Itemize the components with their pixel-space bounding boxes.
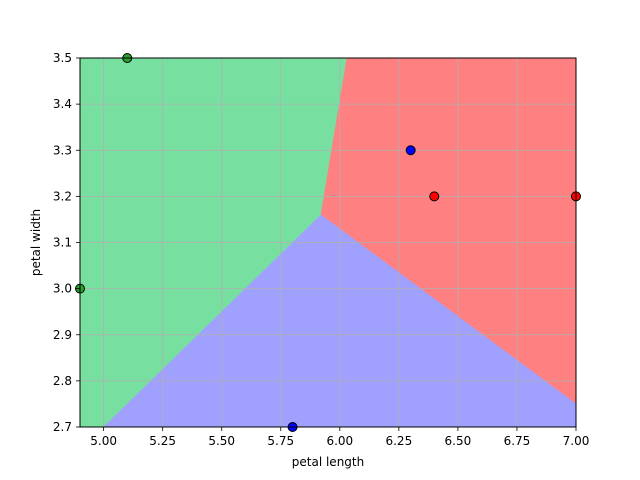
x-tick-label: 5.00 <box>90 434 117 448</box>
x-tick-label: 6.75 <box>504 434 531 448</box>
y-tick-label: 3.5 <box>53 51 72 65</box>
point-blue <box>405 145 416 156</box>
x-axis-ticks: 5.00 5.25 5.50 5.75 6.00 6.25 6.50 6.75 7.00 <box>90 427 589 448</box>
x-tick-label: 7.00 <box>563 434 590 448</box>
y-tick-label: 3.2 <box>53 189 72 203</box>
y-tick-label: 2.8 <box>53 374 72 388</box>
y-tick-label: 2.9 <box>53 328 72 342</box>
x-tick-label: 5.75 <box>267 434 294 448</box>
y-tick-label: 3.1 <box>53 236 72 250</box>
y-tick-label: 2.7 <box>53 420 72 434</box>
x-tick-label: 6.50 <box>445 434 472 448</box>
x-tick-label: 6.25 <box>385 434 412 448</box>
y-axis-ticks: 2.7 2.8 2.9 3.0 3.1 3.2 3.3 3.4 3.5 <box>53 51 80 434</box>
x-tick-label: 6.00 <box>326 434 353 448</box>
x-tick-label: 5.25 <box>149 434 176 448</box>
y-axis-label: petal width <box>29 209 43 276</box>
y-tick-label: 3.0 <box>53 282 72 296</box>
point-red <box>429 191 440 202</box>
y-tick-label: 3.3 <box>53 143 72 157</box>
x-axis-label: petal length <box>292 455 364 469</box>
x-tick-label: 5.50 <box>208 434 235 448</box>
y-tick-label: 3.4 <box>53 97 72 111</box>
